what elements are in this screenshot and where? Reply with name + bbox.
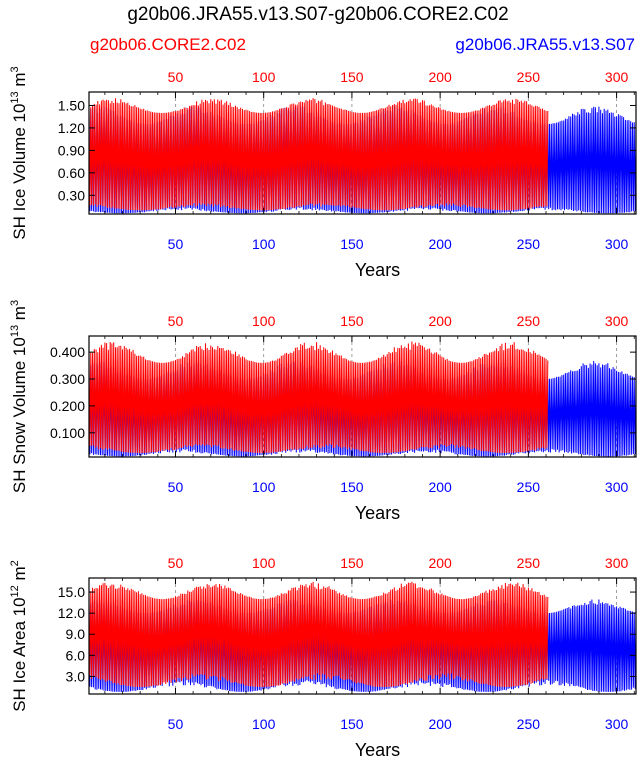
xtick-label-top: 100: [252, 69, 276, 85]
y-axis-label: SH Ice Area 1012 m2: [9, 560, 29, 712]
xtick-label-top: 300: [605, 555, 629, 571]
xtick-label-top: 50: [168, 313, 184, 329]
xtick-label-bottom: 100: [252, 479, 276, 495]
xtick-label-bottom: 50: [168, 236, 184, 252]
panel-snow-volume: 0.100 0.200 0.300 0.400 50 50 100 100 150 150 200 2…: [9, 300, 637, 523]
xtick-label-top: 50: [168, 69, 184, 85]
legend-core2: g20b06.CORE2.C02: [90, 35, 246, 54]
x-axis-label: Years: [355, 503, 400, 523]
y-axis-label: SH Snow Volume 1013 m3: [9, 300, 29, 493]
ytick-label: 0.100: [50, 425, 85, 441]
x-axis-label: Years: [355, 260, 400, 280]
plot-frame: [88, 577, 637, 695]
traces: [89, 581, 636, 692]
xtick-label-bottom: 250: [517, 479, 541, 495]
xtick-label-top: 200: [428, 69, 452, 85]
xtick-label-top: 300: [605, 69, 629, 85]
ytick-label: 1.50: [58, 97, 85, 113]
ytick-label: 12.0: [58, 605, 85, 621]
xtick-label-top: 250: [517, 313, 541, 329]
xtick-label-top: 200: [428, 313, 452, 329]
ytick-label: 1.20: [58, 120, 85, 136]
legend-jra55: g20b06.JRA55.v13.S07: [455, 35, 635, 54]
xtick-label-bottom: 100: [252, 236, 276, 252]
xtick-label-bottom: 300: [605, 236, 629, 252]
xtick-label-top: 250: [517, 555, 541, 571]
xtick-label-top: 200: [428, 555, 452, 571]
xtick-label-top: 100: [252, 313, 276, 329]
ytick-label: 0.30: [58, 187, 85, 203]
plot-frame: [88, 335, 637, 458]
xtick-label-top: 150: [340, 555, 364, 571]
xtick-label-bottom: 250: [517, 716, 541, 732]
ytick-label: 6.0: [66, 647, 86, 663]
series-core2: [89, 581, 549, 688]
xtick-label-top: 50: [168, 555, 184, 571]
xtick-label-top: 100: [252, 555, 276, 571]
ytick-label: 0.90: [58, 142, 85, 158]
x-axis-label: Years: [355, 740, 400, 760]
panel-ice-area: 3.0 6.0 9.0 12.0 15.0 50 50 100 100 150 150 200 200 2…: [9, 555, 637, 760]
xtick-label-bottom: 300: [605, 479, 629, 495]
ytick-label: 0.60: [58, 165, 85, 181]
plot-frame: [88, 91, 637, 215]
ytick-label: 0.300: [50, 371, 85, 387]
panel-ice-volume: 0.30 0.60 0.90 1.20 1.50 50 50 100 100 150 150 200 2…: [9, 66, 637, 280]
ytick-label: 0.400: [50, 344, 85, 360]
panels: 0.30 0.60 0.90 1.20 1.50 50 50 100 100 150 150 200 2…: [9, 66, 637, 760]
xtick-label-bottom: 100: [252, 716, 276, 732]
xtick-label-top: 300: [605, 313, 629, 329]
ytick-label: 0.200: [50, 398, 85, 414]
xtick-label-bottom: 50: [168, 479, 184, 495]
xtick-label-bottom: 200: [428, 479, 452, 495]
y-axis-label: SH Ice Volume 1013 m3: [9, 66, 29, 239]
ytick-label: 3.0: [66, 668, 86, 684]
xtick-label-bottom: 150: [340, 236, 364, 252]
xtick-label-top: 250: [517, 69, 541, 85]
traces: [89, 341, 636, 457]
traces: [89, 98, 636, 214]
xtick-label-bottom: 300: [605, 716, 629, 732]
xtick-label-bottom: 50: [168, 716, 184, 732]
xtick-label-bottom: 250: [517, 236, 541, 252]
series-core2: [89, 98, 549, 211]
xtick-label-bottom: 150: [340, 479, 364, 495]
ytick-label: 15.0: [58, 584, 85, 600]
xtick-label-top: 150: [340, 69, 364, 85]
xtick-label-bottom: 150: [340, 716, 364, 732]
xtick-label-top: 150: [340, 313, 364, 329]
series-core2: [89, 341, 549, 454]
xtick-label-bottom: 200: [428, 716, 452, 732]
xtick-label-bottom: 200: [428, 236, 452, 252]
ytick-label: 9.0: [66, 626, 86, 642]
figure-title: g20b06.JRA55.v13.S07-g20b06.CORE2.C02: [127, 4, 508, 25]
